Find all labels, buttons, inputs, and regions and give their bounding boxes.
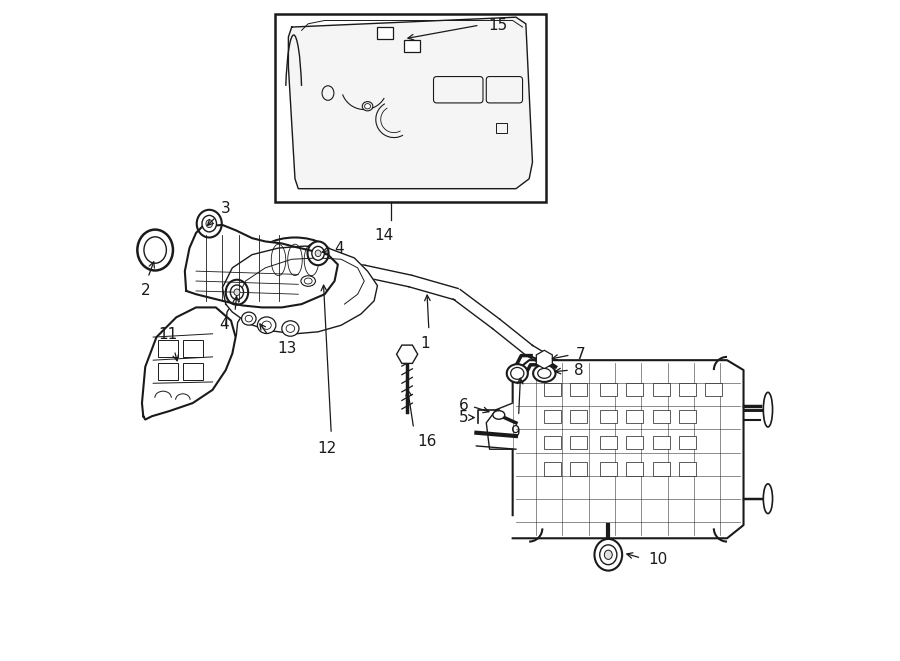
- Bar: [652, 436, 670, 449]
- Bar: [679, 410, 696, 423]
- Ellipse shape: [304, 278, 312, 284]
- Ellipse shape: [308, 241, 328, 265]
- Ellipse shape: [257, 317, 276, 334]
- Text: 4: 4: [335, 241, 344, 256]
- Text: 5: 5: [459, 410, 469, 425]
- Bar: [496, 124, 507, 133]
- Bar: [544, 436, 561, 449]
- Ellipse shape: [322, 86, 334, 100]
- Polygon shape: [184, 225, 338, 307]
- Bar: [183, 340, 202, 357]
- Ellipse shape: [144, 237, 166, 263]
- Text: 11: 11: [158, 327, 177, 342]
- Text: 12: 12: [318, 442, 337, 456]
- Ellipse shape: [234, 289, 240, 295]
- FancyBboxPatch shape: [486, 77, 523, 103]
- Bar: [652, 463, 670, 476]
- Ellipse shape: [311, 247, 324, 260]
- Ellipse shape: [510, 368, 524, 379]
- Bar: [570, 436, 587, 449]
- Bar: [626, 463, 644, 476]
- Bar: [679, 383, 696, 397]
- Bar: [570, 410, 587, 423]
- Bar: [158, 340, 178, 357]
- Text: 7: 7: [575, 348, 585, 362]
- Bar: [570, 463, 587, 476]
- Text: 3: 3: [220, 201, 230, 215]
- Ellipse shape: [533, 365, 555, 382]
- Bar: [652, 410, 670, 423]
- Text: 8: 8: [574, 363, 583, 377]
- Bar: [183, 364, 202, 380]
- Bar: [404, 40, 419, 52]
- Text: 10: 10: [648, 552, 667, 567]
- Text: 9: 9: [511, 426, 521, 440]
- Ellipse shape: [763, 393, 772, 427]
- Ellipse shape: [363, 102, 373, 111]
- Ellipse shape: [241, 312, 256, 325]
- Ellipse shape: [595, 539, 622, 570]
- Bar: [544, 383, 561, 397]
- Ellipse shape: [493, 410, 505, 419]
- Bar: [377, 27, 393, 39]
- Bar: [652, 383, 670, 397]
- Ellipse shape: [301, 276, 315, 286]
- Text: 1: 1: [420, 336, 429, 351]
- Text: 14: 14: [374, 228, 393, 243]
- Ellipse shape: [604, 550, 612, 559]
- Ellipse shape: [364, 104, 371, 109]
- Text: 13: 13: [277, 341, 297, 356]
- Polygon shape: [513, 360, 743, 538]
- Bar: [679, 463, 696, 476]
- Text: 4: 4: [220, 317, 229, 332]
- Ellipse shape: [206, 219, 212, 227]
- Polygon shape: [486, 403, 513, 449]
- Polygon shape: [288, 17, 533, 188]
- Bar: [599, 463, 616, 476]
- Ellipse shape: [763, 484, 772, 514]
- Bar: [570, 383, 587, 397]
- Ellipse shape: [226, 280, 248, 305]
- Bar: [626, 436, 644, 449]
- Text: 15: 15: [489, 18, 508, 32]
- Ellipse shape: [197, 210, 221, 237]
- Ellipse shape: [262, 321, 271, 329]
- Text: 16: 16: [417, 434, 436, 449]
- Ellipse shape: [507, 364, 527, 383]
- FancyBboxPatch shape: [434, 77, 483, 103]
- Bar: [599, 383, 616, 397]
- Ellipse shape: [245, 315, 252, 322]
- Bar: [544, 410, 561, 423]
- Text: 6: 6: [459, 397, 469, 412]
- Bar: [158, 364, 178, 380]
- Ellipse shape: [256, 237, 335, 282]
- Text: 2: 2: [140, 283, 150, 298]
- Ellipse shape: [315, 250, 321, 256]
- Ellipse shape: [202, 215, 217, 232]
- Bar: [706, 383, 723, 397]
- Ellipse shape: [230, 285, 244, 299]
- Bar: [275, 14, 545, 202]
- Bar: [626, 410, 644, 423]
- Ellipse shape: [286, 325, 294, 332]
- Bar: [599, 410, 616, 423]
- Bar: [544, 463, 561, 476]
- Ellipse shape: [537, 368, 551, 378]
- Bar: [599, 436, 616, 449]
- Ellipse shape: [138, 229, 173, 270]
- Polygon shape: [142, 307, 236, 420]
- Polygon shape: [222, 246, 377, 334]
- Ellipse shape: [282, 321, 299, 336]
- Bar: [679, 436, 696, 449]
- Bar: [626, 383, 644, 397]
- Ellipse shape: [599, 545, 616, 564]
